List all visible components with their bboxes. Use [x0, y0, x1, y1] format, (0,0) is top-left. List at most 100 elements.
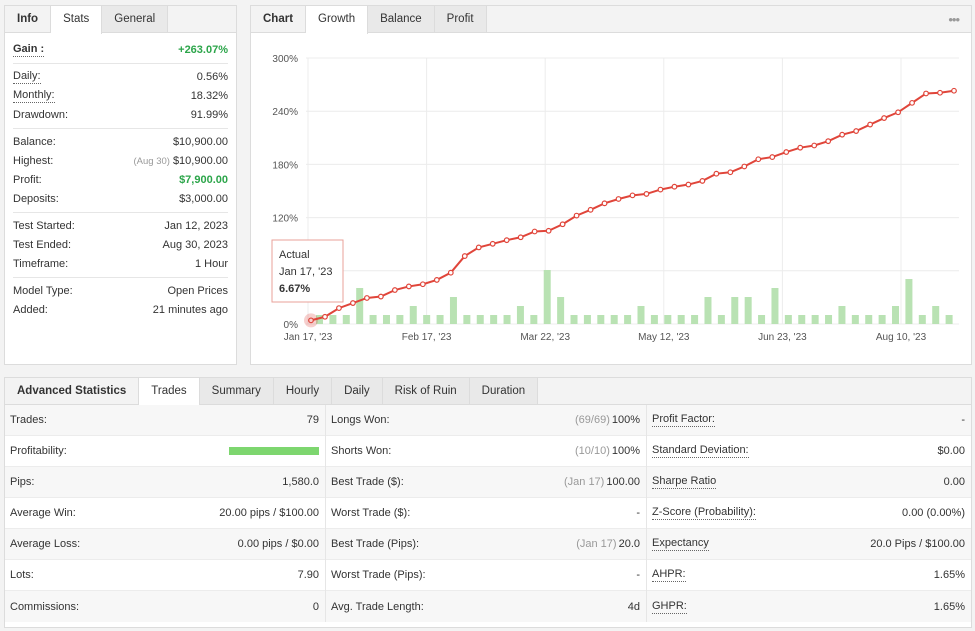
- trade-bar: [771, 288, 779, 324]
- sharpe-ratio-value: 0.00: [944, 476, 965, 488]
- pips-value: 1,580.0: [282, 476, 319, 488]
- tab-daily[interactable]: Daily: [332, 378, 383, 404]
- profit-factor-value: -: [961, 414, 965, 426]
- highest-value: (Aug 30) $10,900.00: [134, 155, 229, 167]
- stat-row-z-score-probability: Z-Score (Probability): 0.00 (0.00%): [647, 498, 971, 529]
- z-score-probability-label[interactable]: Z-Score (Probability):: [652, 506, 756, 520]
- sharpe-ratio-label[interactable]: Sharpe Ratio: [652, 475, 717, 489]
- growth-point: [867, 121, 874, 128]
- trade-bar: [369, 315, 377, 324]
- info-tabs: Info Stats General: [5, 6, 236, 34]
- tooltip-value: 6.67%: [279, 283, 310, 295]
- trade-bar: [758, 315, 766, 324]
- tab-growth[interactable]: Growth: [306, 6, 369, 34]
- monthly-label[interactable]: Monthly:: [13, 88, 55, 103]
- tab-balance[interactable]: Balance: [368, 6, 435, 32]
- info-row-deposits: Deposits: $3,000.00: [13, 189, 228, 208]
- ghpr-label[interactable]: GHPR:: [652, 599, 687, 614]
- x-tick-label: Jan 17, '23: [284, 332, 333, 343]
- growth-point: [489, 240, 496, 247]
- gain-row: Gain : +263.07%: [13, 40, 228, 59]
- test-ended-label: Test Ended:: [13, 238, 72, 251]
- trade-bar: [557, 297, 565, 324]
- tab-profit[interactable]: Profit: [434, 6, 487, 32]
- stats-column-1: Trades: 79 Profitability: Pips: 1,580.0 Avera…: [5, 405, 326, 622]
- profit-value: $7,900.00: [179, 174, 228, 186]
- tab-info[interactable]: Info: [5, 6, 52, 32]
- pips-label: Pips:: [10, 476, 35, 488]
- value-text: 91.99%: [190, 108, 228, 121]
- avg-trade-length-label: Avg. Trade Length:: [331, 600, 424, 613]
- tooltip-title: Actual: [279, 249, 310, 261]
- trade-bar: [677, 315, 685, 324]
- growth-point: [545, 227, 552, 234]
- stat-row-average-loss: Average Loss: 0.00 pips / $0.00: [5, 529, 325, 560]
- daily-label[interactable]: Daily:: [13, 69, 41, 84]
- trade-bar: [436, 315, 444, 324]
- chart-menu-icon[interactable]: •••: [948, 12, 960, 27]
- growth-point: [517, 234, 524, 241]
- tab-duration[interactable]: Duration: [469, 378, 539, 404]
- growth-point: [629, 192, 636, 199]
- info-group: Test Started: Jan 12, 2023 Test Ended: Aug …: [13, 213, 228, 278]
- trade-bar: [851, 315, 859, 324]
- added-label: Added:: [13, 303, 48, 316]
- trade-bar: [798, 315, 806, 324]
- tab-trades[interactable]: Trades: [139, 378, 200, 406]
- info-row-test-ended: Test Ended: Aug 30, 2023: [13, 235, 228, 254]
- tab-hourly[interactable]: Hourly: [273, 378, 333, 404]
- date-note: (Aug 30): [133, 155, 170, 167]
- growth-point: [909, 99, 915, 106]
- growth-point: [377, 293, 384, 300]
- value-text: 0.00 pips / $0.00: [237, 538, 319, 550]
- y-tick-label: 120%: [272, 214, 298, 225]
- tab-advanced-statistics[interactable]: Advanced Statistics: [5, 378, 140, 404]
- growth-point: [322, 313, 328, 320]
- highlight-marker: [304, 313, 318, 328]
- stat-row-pips: Pips: 1,580.0: [5, 467, 325, 498]
- ahpr-label[interactable]: AHPR:: [652, 568, 686, 582]
- tab-general[interactable]: General: [102, 6, 169, 32]
- value-text: 1,580.0: [282, 476, 319, 488]
- growth-point: [727, 169, 734, 176]
- trade-bar: [650, 315, 658, 324]
- growth-point: [853, 128, 860, 134]
- tab-summary[interactable]: Summary: [199, 378, 274, 404]
- standard-deviation-value: $0.00: [937, 445, 965, 457]
- info-row-model-type: Model Type: Open Prices: [13, 281, 228, 300]
- value-text: 0.56%: [196, 70, 228, 83]
- tab-stats[interactable]: Stats: [51, 6, 103, 34]
- average-win-value: 20.00 pips / $100.00: [219, 507, 319, 519]
- lots-label: Lots:: [10, 569, 34, 581]
- trade-bar: [731, 297, 739, 324]
- profitability-value: [229, 447, 319, 455]
- value-text: 100%: [611, 414, 640, 426]
- profit-label: Profit:: [13, 173, 42, 186]
- growth-point: [601, 200, 608, 207]
- gain-label[interactable]: Gain :: [13, 42, 45, 57]
- growth-point: [685, 181, 692, 188]
- trade-bar: [583, 315, 591, 324]
- growth-point: [825, 138, 832, 145]
- monthly-value: 18.32%: [191, 90, 228, 102]
- trade-bar: [918, 315, 926, 324]
- profit-factor-label[interactable]: Profit Factor:: [652, 413, 715, 427]
- trades-value: 79: [307, 414, 319, 426]
- date-note: (69/69): [575, 414, 610, 426]
- growth-point: [573, 212, 580, 219]
- info-group: Daily: 0.56% Monthly: 18.32% Drawdown: 91.99%: [13, 64, 228, 129]
- best-trade-value: (Jan 17) 100.00: [564, 476, 640, 488]
- expectancy-label[interactable]: Expectancy: [652, 537, 709, 551]
- value-text: Jan 12, 2023: [164, 219, 228, 232]
- info-group: Balance: $10,900.00 Highest: (Aug 30) $10,90…: [13, 129, 228, 213]
- longs-won-label: Longs Won:: [331, 414, 390, 426]
- tab-risk-of-ruin[interactable]: Risk of Ruin: [382, 378, 470, 404]
- trade-bar: [476, 315, 484, 324]
- growth-point: [503, 237, 510, 244]
- tooltip-date: Jan 17, '23: [279, 266, 332, 278]
- tab-chart[interactable]: Chart: [251, 6, 307, 32]
- trade-bar: [838, 306, 846, 324]
- growth-point: [783, 149, 790, 155]
- average-loss-value: 0.00 pips / $0.00: [238, 538, 319, 550]
- standard-deviation-label[interactable]: Standard Deviation:: [652, 444, 749, 458]
